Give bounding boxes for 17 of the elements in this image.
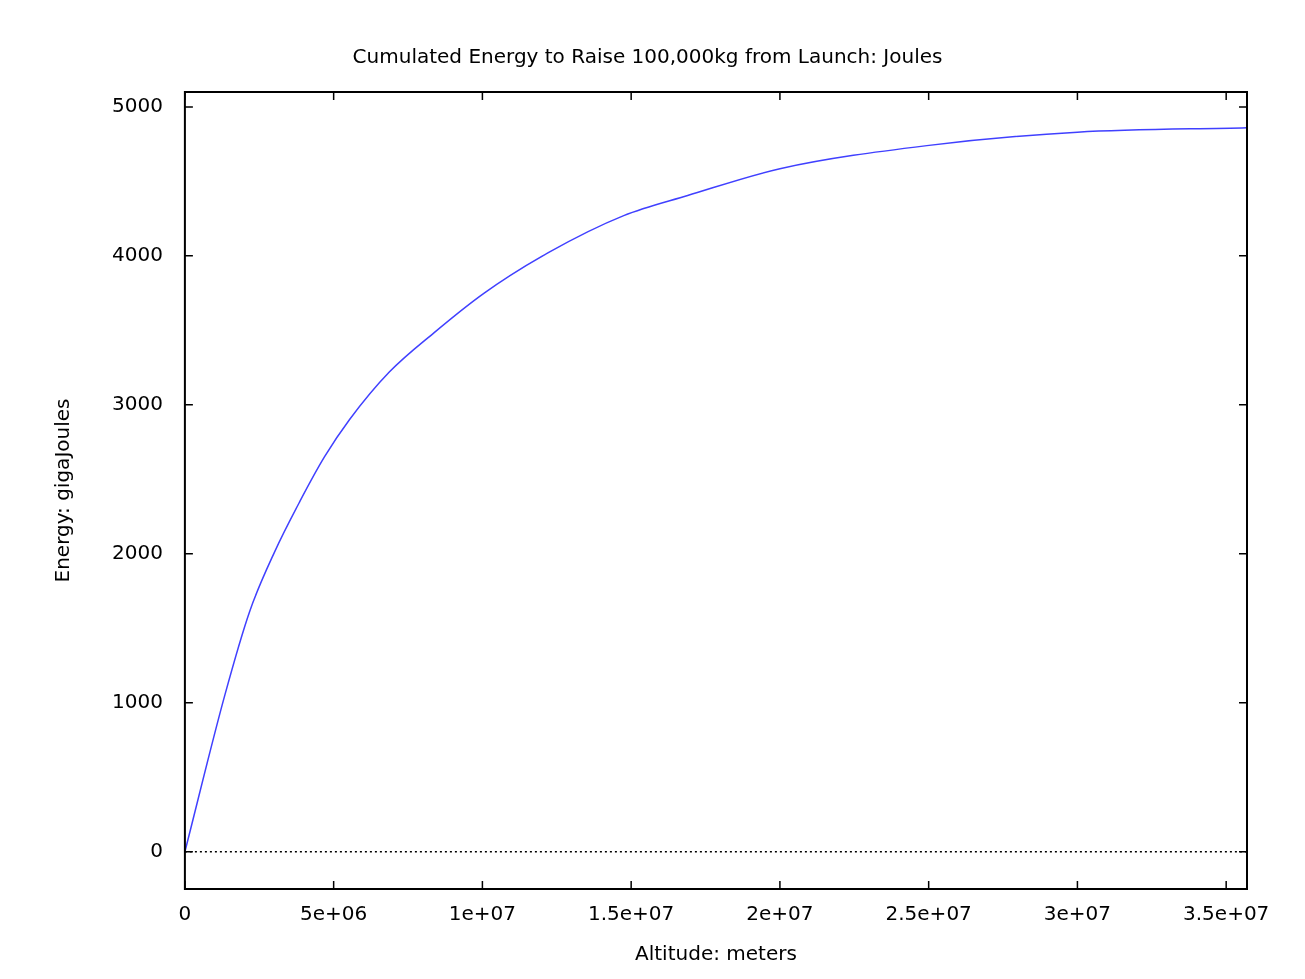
chart-title: Cumulated Energy to Raise 100,000kg from Launch: Joules <box>352 44 943 69</box>
y-axis-title: Energy: gigaJoules <box>50 398 75 583</box>
y-tick-label: 3000 <box>111 391 163 416</box>
y-tick-label: 1000 <box>111 688 163 713</box>
y-tick-label: 2000 <box>111 540 163 565</box>
y-tick-label: 4000 <box>111 242 163 267</box>
y-tick-label: 0 <box>150 837 163 862</box>
y-tick-label: 5000 <box>111 93 163 118</box>
x-tick-label: 1e+07 <box>448 901 517 926</box>
x-tick-label: 3.5e+07 <box>1183 901 1270 926</box>
x-tick-label: 0 <box>178 901 192 926</box>
x-tick-label: 2.5e+07 <box>885 901 972 926</box>
x-tick-label: 3e+07 <box>1043 901 1112 926</box>
x-tick-label: 2e+07 <box>746 901 814 926</box>
x-axis-title: Altitude: meters <box>635 941 797 966</box>
x-tick-label: 5e+06 <box>300 901 368 926</box>
x-tick-label: 1.5e+07 <box>588 901 675 926</box>
